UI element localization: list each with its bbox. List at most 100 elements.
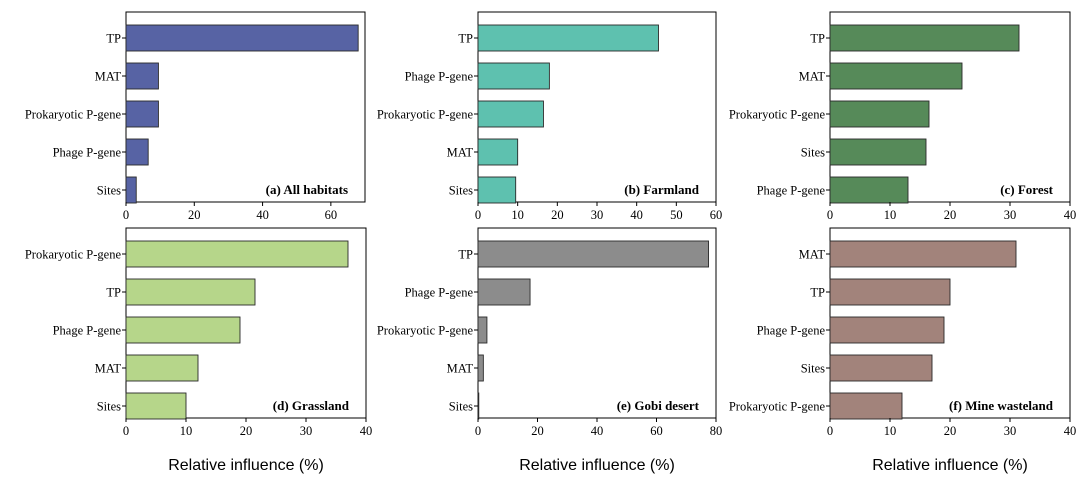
category-label: MAT — [95, 70, 122, 84]
bar — [125, 316, 241, 344]
bar — [829, 240, 1017, 268]
bar — [829, 316, 945, 344]
x-tick-label: 0 — [123, 424, 129, 438]
category-label: TP — [810, 32, 825, 46]
x-tick-label: 20 — [188, 208, 201, 222]
category-label: MAT — [95, 362, 122, 376]
x-tick-label: 20 — [240, 424, 253, 438]
category-label: Phage P-gene — [53, 324, 122, 338]
category-label: Phage P-gene — [53, 146, 122, 160]
category-label: TP — [458, 32, 473, 46]
category-label: MAT — [447, 146, 474, 160]
x-tick-label: 40 — [630, 208, 643, 222]
bar — [829, 62, 963, 90]
bar — [477, 100, 544, 128]
x-tick-label: 40 — [1064, 208, 1077, 222]
category-label: Phage P-gene — [405, 70, 474, 84]
chart-panel-2: TP Phage P-gene Prokaryotic P-gene MAT Sites… — [377, 11, 723, 222]
bar — [477, 354, 484, 382]
category-label: Sites — [97, 400, 121, 414]
bar — [477, 176, 517, 204]
x-tick-label: 30 — [1004, 208, 1017, 222]
bar — [829, 100, 930, 128]
chart-panel-3: TP MAT Prokaryotic P-gene Sites Phage P-gene… — [729, 11, 1077, 222]
bar — [477, 240, 710, 268]
panel-title: (f) Mine wasteland — [949, 398, 1054, 413]
bar — [829, 138, 927, 166]
bar — [829, 24, 1020, 52]
category-label: Phage P-gene — [405, 286, 474, 300]
category-label: Prokaryotic P-gene — [377, 324, 474, 338]
category-label: Phage P-gene — [757, 324, 826, 338]
x-tick-label: 0 — [123, 208, 129, 222]
category-label: TP — [106, 286, 121, 300]
chart-panel-6: MAT TP Phage P-gene Sites Prokaryotic P-gene… — [729, 227, 1077, 474]
chart-panel-4: Prokaryotic P-gene TP Phage P-gene MAT Sites… — [25, 227, 373, 474]
x-tick-label: 20 — [551, 208, 564, 222]
x-tick-label: 60 — [325, 208, 338, 222]
bar — [125, 392, 187, 420]
category-label: MAT — [447, 362, 474, 376]
category-label: MAT — [799, 70, 826, 84]
category-label: Prokaryotic P-gene — [729, 108, 826, 122]
category-label: TP — [106, 32, 121, 46]
bar — [477, 138, 519, 166]
category-label: Prokaryotic P-gene — [25, 108, 122, 122]
panel-title: (c) Forest — [1000, 182, 1053, 197]
bar — [125, 100, 159, 128]
bar — [829, 176, 909, 204]
bar — [477, 316, 488, 344]
bar — [477, 62, 550, 90]
bar — [125, 24, 359, 52]
panel-title: (a) All habitats — [266, 182, 348, 197]
x-tick-label: 80 — [710, 424, 723, 438]
x-axis-title: Relative influence (%) — [168, 457, 324, 474]
x-tick-label: 20 — [531, 424, 544, 438]
category-label: Sites — [449, 184, 473, 198]
bar — [477, 392, 480, 420]
bar — [829, 392, 903, 420]
panel-title: (d) Grassland — [273, 398, 350, 413]
x-tick-label: 20 — [944, 424, 957, 438]
x-tick-label: 0 — [475, 424, 481, 438]
x-tick-label: 60 — [710, 208, 723, 222]
x-tick-label: 40 — [256, 208, 269, 222]
category-label: Sites — [97, 184, 121, 198]
x-tick-label: 30 — [591, 208, 604, 222]
x-tick-label: 10 — [884, 424, 897, 438]
bar — [125, 176, 137, 204]
category-label: MAT — [799, 248, 826, 262]
bar — [477, 278, 531, 306]
bar — [477, 24, 659, 52]
chart-panel-5: TP Phage P-gene Prokaryotic P-gene MAT Sites… — [377, 227, 723, 474]
x-axis-title: Relative influence (%) — [872, 457, 1028, 474]
panel-title: (b) Farmland — [624, 182, 700, 197]
x-axis-title: Relative influence (%) — [519, 457, 675, 474]
panel-title: (e) Gobi desert — [617, 398, 700, 413]
bar — [125, 62, 159, 90]
bar — [125, 240, 349, 268]
category-label: Sites — [449, 400, 473, 414]
category-label: Phage P-gene — [757, 184, 826, 198]
category-label: Prokaryotic P-gene — [729, 400, 826, 414]
x-tick-label: 10 — [180, 424, 193, 438]
bar — [829, 278, 951, 306]
category-label: Sites — [801, 146, 825, 160]
category-label: Prokaryotic P-gene — [377, 108, 474, 122]
x-tick-label: 20 — [944, 208, 957, 222]
category-label: Sites — [801, 362, 825, 376]
category-label: TP — [458, 248, 473, 262]
x-tick-label: 60 — [650, 424, 663, 438]
bar — [125, 278, 256, 306]
x-tick-label: 40 — [591, 424, 604, 438]
bar — [829, 354, 933, 382]
x-tick-label: 30 — [300, 424, 313, 438]
x-tick-label: 10 — [884, 208, 897, 222]
x-tick-label: 40 — [360, 424, 373, 438]
x-tick-label: 30 — [1004, 424, 1017, 438]
x-tick-label: 50 — [670, 208, 683, 222]
bar — [125, 354, 199, 382]
x-tick-label: 10 — [511, 208, 524, 222]
x-tick-label: 40 — [1064, 424, 1077, 438]
